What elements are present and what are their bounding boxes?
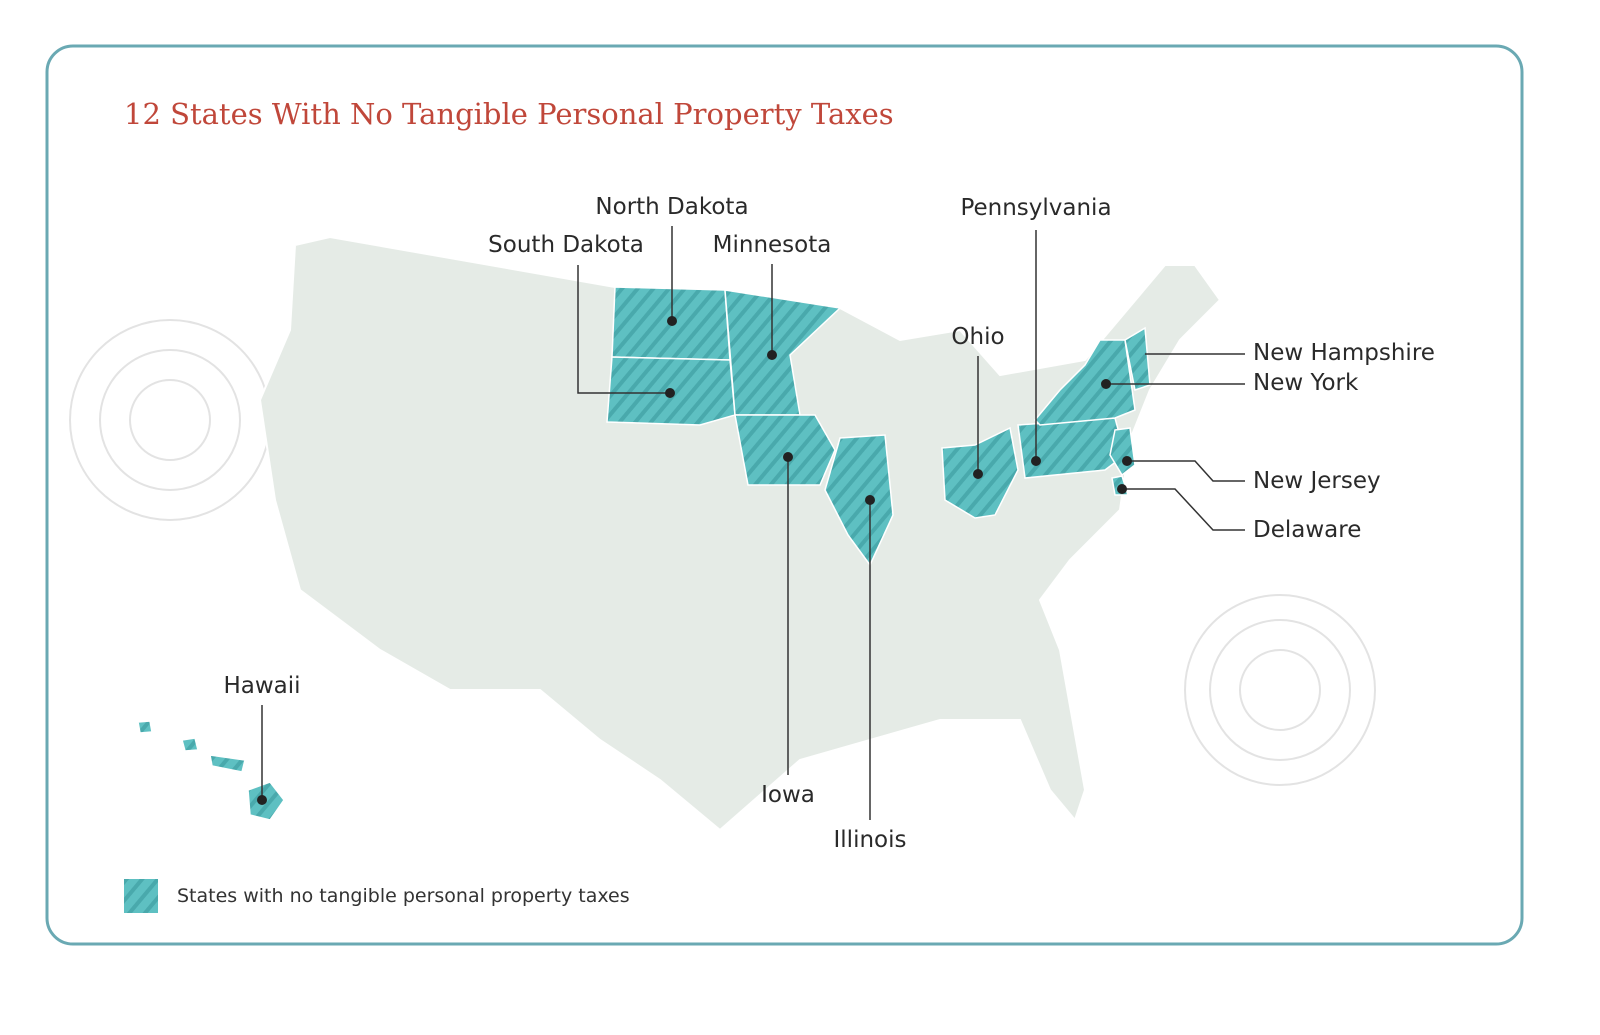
- state-label: Delaware: [1253, 517, 1361, 543]
- state-label: Hawaii: [223, 673, 300, 699]
- state-shape: [1124, 326, 1151, 391]
- legend-label: States with no tangible personal propert…: [177, 885, 630, 907]
- state-label: New York: [1253, 370, 1359, 396]
- state-labels: North Dakota South Dakota Minnesota Iowa…: [223, 194, 1434, 853]
- state-label: Pennsylvania: [960, 195, 1111, 221]
- us-outline: [258, 235, 1222, 832]
- state-label: South Dakota: [488, 232, 644, 258]
- state-label: Iowa: [761, 782, 815, 808]
- state-shape: [734, 414, 836, 486]
- state-label: New Jersey: [1253, 468, 1381, 494]
- state-label: Ohio: [951, 324, 1004, 350]
- state-shape: [137, 720, 153, 734]
- state-shape: [181, 737, 199, 752]
- state-label: Illinois: [834, 827, 907, 853]
- state-shape: [209, 754, 246, 773]
- state-shape: [724, 289, 842, 416]
- legend: States with no tangible personal propert…: [124, 879, 630, 913]
- state-label: Minnesota: [713, 232, 832, 258]
- leader-lines: [257, 226, 1245, 820]
- state-label: New Hampshire: [1253, 340, 1435, 366]
- title: 12 States With No Tangible Personal Prop…: [124, 97, 894, 131]
- state-label: North Dakota: [595, 194, 748, 220]
- legend-swatch: [124, 879, 158, 913]
